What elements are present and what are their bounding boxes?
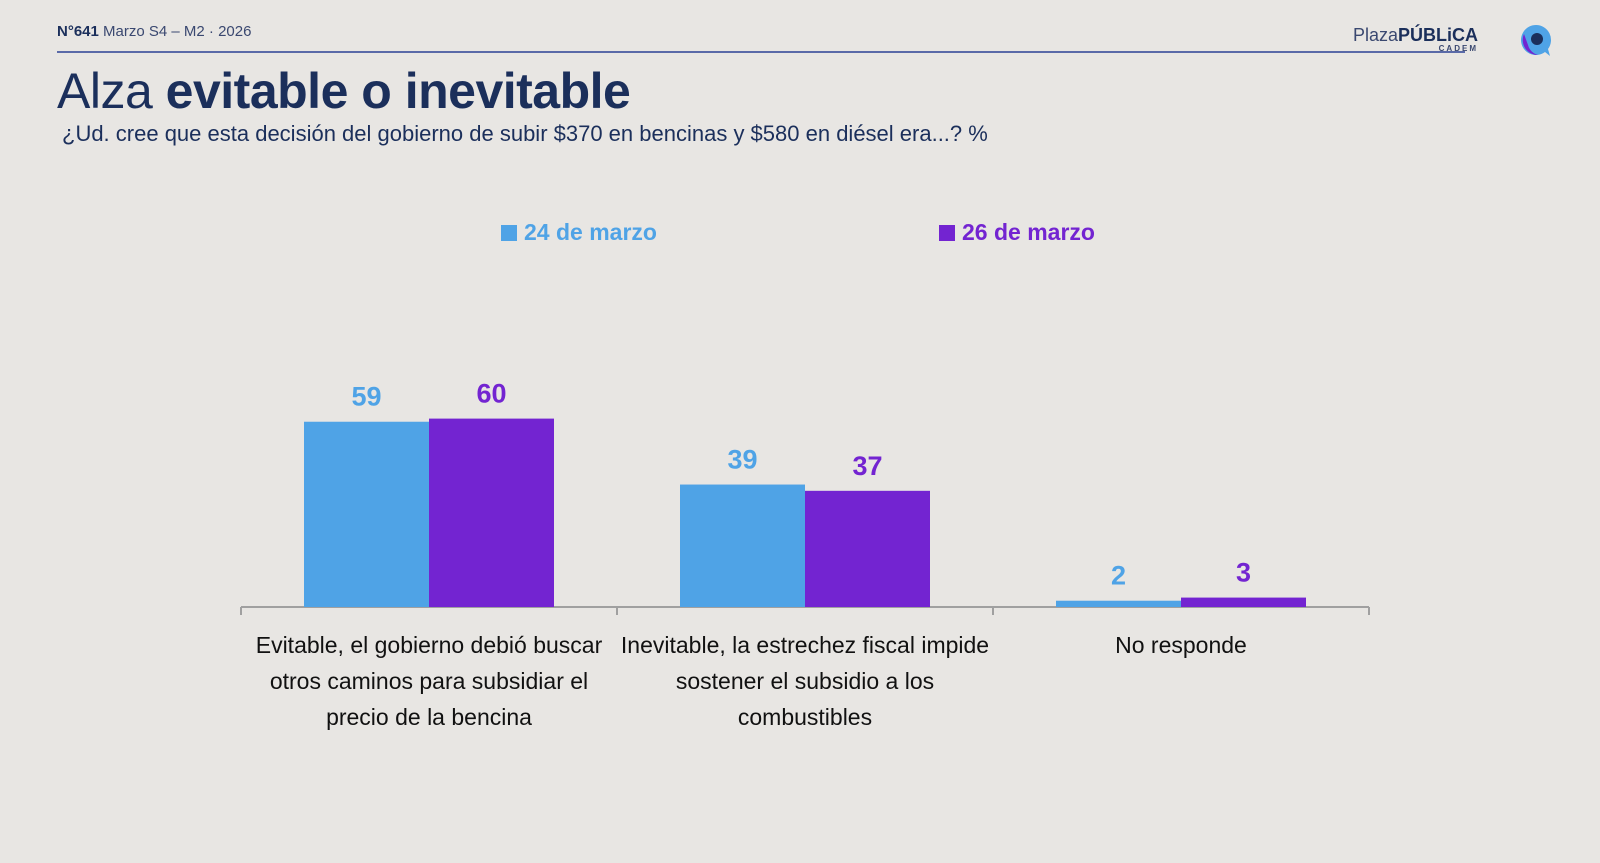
data-label: 3 [1236,558,1251,588]
report-period: Marzo S4 – M2 · 2026 [103,23,252,40]
speech-bubble-logo-icon [1521,25,1551,56]
bar [1056,600,1181,607]
legend-label: 26 de marzo [962,219,1095,245]
legend-label: 24 de marzo [524,219,657,245]
data-label: 59 [351,382,381,412]
legend-swatch [501,224,517,241]
brand-light: Plaza [1352,25,1398,45]
question-subtitle: ¿Ud. cree que esta decisión del gobierno… [62,121,988,146]
report-number: N°641 [57,23,99,40]
bar [680,484,805,607]
legend-item-26-marzo: 26 de marzo [939,219,1095,246]
legend-swatch [939,224,955,241]
bar [304,421,429,607]
title-regular: Alza [57,63,153,119]
brand-wordmark: PlazaPÚBLiCA CADEM [1353,25,1478,53]
data-label: 2 [1111,561,1126,591]
brand-sub: CADEM [1438,44,1478,53]
title-bold: evitable o inevitable [165,63,631,119]
data-label: 37 [852,451,882,481]
data-label: 39 [727,445,757,475]
header-divider [57,51,1465,53]
legend-item-24-marzo: 24 de marzo [501,219,657,246]
bar [1181,597,1306,607]
bar [429,418,554,607]
category-label: Inevitable, la estrechez fiscal impide s… [620,632,990,730]
page-title: Alza evitable o inevitable [57,62,631,120]
report-header: N°641 Marzo S4 – M2 · 2026 [57,23,251,40]
category-label: Evitable, el gobierno debió buscar otros… [255,632,603,730]
bar [805,490,930,607]
category-label: No responde [1115,632,1247,658]
data-label: 60 [476,379,506,409]
brand-bold: PÚBLiCA [1398,25,1478,45]
